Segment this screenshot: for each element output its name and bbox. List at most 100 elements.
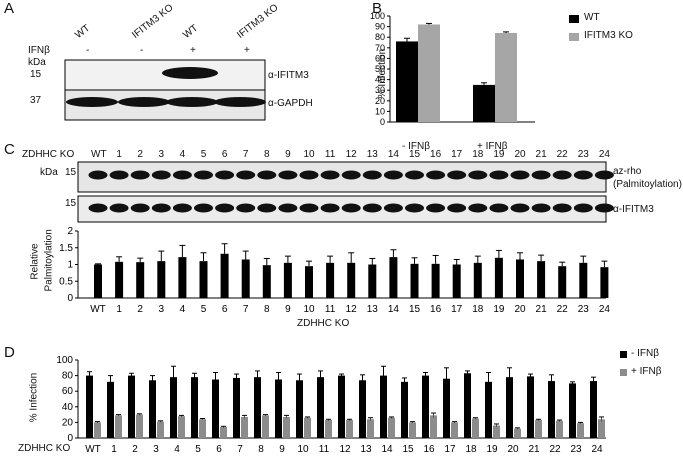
bar xyxy=(136,262,145,298)
lane-label: 22 xyxy=(556,149,568,160)
ifitm3-band xyxy=(194,203,213,213)
bar xyxy=(178,257,187,298)
blot-label-ifitm3: α-IFITM3 xyxy=(268,70,309,81)
y-tick-label: 60 xyxy=(375,53,385,63)
kda-label: kDa xyxy=(28,57,46,68)
ifitm3-band xyxy=(489,203,509,213)
palmitoylation-band xyxy=(236,170,256,180)
y-tick-label: 0 xyxy=(380,117,385,127)
ifitm3-band xyxy=(320,203,340,213)
y-tick-label: 1 xyxy=(67,260,73,271)
y-tick-label: 30 xyxy=(375,85,385,95)
bar xyxy=(548,381,555,438)
x-tick-label: 11 xyxy=(325,304,336,315)
y-tick-label: 80 xyxy=(62,371,74,382)
bar xyxy=(389,257,398,298)
x-tick-label: 24 xyxy=(591,444,603,455)
palmitoylation-band xyxy=(172,170,192,180)
lane-label: 5 xyxy=(200,149,207,160)
bar xyxy=(191,377,198,438)
marker-15: 15 xyxy=(65,198,77,209)
y-tick-label: 100 xyxy=(56,355,73,366)
bar xyxy=(495,32,517,122)
ifitm3-band xyxy=(383,203,403,213)
panel-label-a: A xyxy=(4,0,15,17)
kda-label: kDa xyxy=(40,167,58,178)
ifitm3-band xyxy=(510,203,530,213)
bar xyxy=(388,417,395,438)
bar xyxy=(430,415,437,438)
bar xyxy=(241,416,248,438)
palmitoylation-band xyxy=(510,170,530,180)
lane-label: WT xyxy=(91,149,107,160)
gapdh-band xyxy=(118,97,170,107)
bar xyxy=(262,415,269,438)
lane-label: 19 xyxy=(493,149,505,160)
palmitoylation-band xyxy=(320,170,340,180)
bar xyxy=(401,381,408,438)
gapdh-band xyxy=(166,97,218,107)
bar xyxy=(305,266,313,298)
ifitm3-band xyxy=(594,203,614,213)
ifitm3-band xyxy=(109,203,129,213)
x-tick-label: 8 xyxy=(258,444,264,455)
palmitoylation-band xyxy=(468,170,488,180)
bar xyxy=(452,264,461,298)
lane-label: 17 xyxy=(451,149,463,160)
x-tick-label: 23 xyxy=(578,304,590,315)
lane-label: 18 xyxy=(472,149,484,160)
bar xyxy=(516,259,524,298)
ifitm3-band xyxy=(405,203,424,213)
bar xyxy=(464,373,471,438)
y-tick-label: 40 xyxy=(62,402,74,413)
palmitoylation-band xyxy=(362,170,382,180)
bar xyxy=(212,379,219,438)
y-tick-label: 20 xyxy=(375,96,385,106)
x-tick-label: 22 xyxy=(557,304,569,315)
panel-label-c: C xyxy=(4,141,15,158)
ifitm3-band xyxy=(552,203,572,213)
ifitm3-band xyxy=(531,203,551,213)
lane-label: 24 xyxy=(598,149,610,160)
bar xyxy=(115,415,122,438)
bar xyxy=(577,423,584,438)
lane-label: 13 xyxy=(366,149,378,160)
gapdh-band xyxy=(214,97,266,107)
x-tick-label: 16 xyxy=(423,444,435,455)
bar xyxy=(535,420,542,438)
panel-label-b: B xyxy=(372,0,383,17)
x-tick-label: 14 xyxy=(388,304,400,315)
palmitoylation-band xyxy=(194,170,213,180)
x-tick-label: 15 xyxy=(402,444,414,455)
palmitoylation-band xyxy=(215,170,235,180)
bar xyxy=(136,414,143,438)
x-tick-label: 14 xyxy=(381,444,393,455)
palmitoylation-band xyxy=(257,170,277,180)
palmitoylation-band xyxy=(383,170,403,180)
palmitoylation-band xyxy=(88,170,108,180)
bar xyxy=(338,375,345,438)
bar xyxy=(506,377,513,438)
lane-label: 16 xyxy=(430,149,442,160)
zdhhc-ko-row-label: ZDHHC KO xyxy=(18,443,71,454)
lane-label: 6 xyxy=(221,149,228,160)
x-tick-label: 10 xyxy=(297,444,309,455)
x-tick-label: 13 xyxy=(360,444,372,455)
legend-swatch-ko xyxy=(569,33,579,41)
lane-label: 20 xyxy=(514,149,526,160)
bar xyxy=(347,262,356,298)
ifitm3-band xyxy=(426,203,446,213)
bar xyxy=(149,380,156,438)
x-tick-label: 2 xyxy=(132,444,138,455)
bar xyxy=(494,257,503,298)
legend-swatch-plus-ifn xyxy=(620,369,627,376)
bar xyxy=(579,262,588,298)
lane-label: 1 xyxy=(116,149,122,160)
ifitm3-band xyxy=(162,67,218,79)
bar xyxy=(220,427,227,438)
y-tick-label: 80 xyxy=(375,32,385,42)
bar xyxy=(409,422,416,438)
